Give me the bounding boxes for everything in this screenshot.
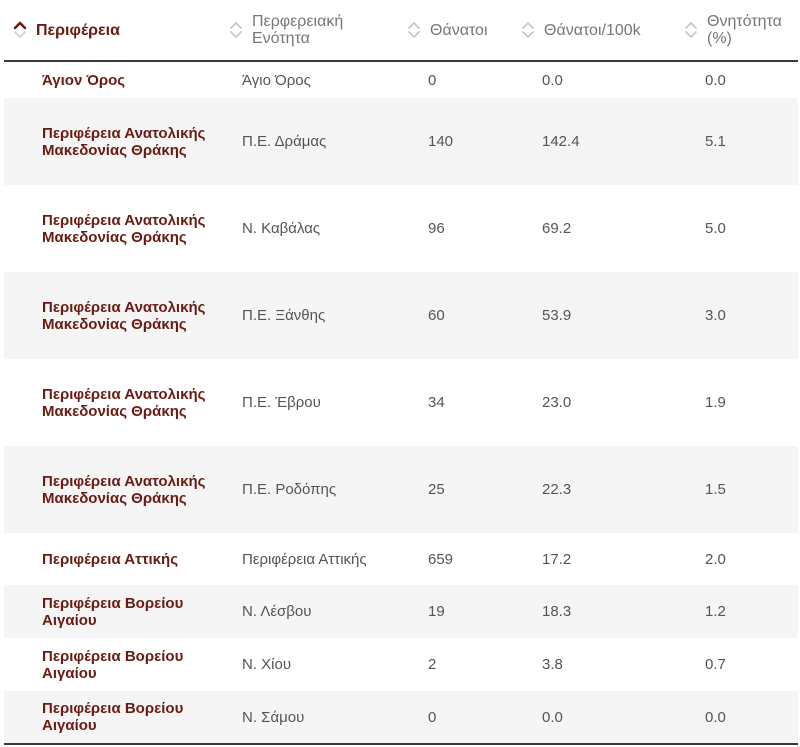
unit-cell: Ν. Λέσβου	[242, 603, 312, 620]
data-table-container: Περιφέρεια Περφερειακή Ενότητα	[4, 0, 798, 747]
table-row: Περιφέρεια Βορείου Αιγαίου Ν. Χίου 2 3.8…	[4, 638, 798, 691]
fatality-cell: 2.0	[705, 550, 726, 568]
deaths-per-100k-cell: 0.0	[512, 691, 675, 745]
unit-cell: Ν. Χίου	[242, 656, 292, 673]
column-header-label: Θάνατοι	[430, 21, 488, 39]
region-cell: Περιφέρεια Αττικής	[42, 550, 179, 568]
header-row: Περιφέρεια Περφερειακή Ενότητα	[4, 0, 798, 62]
sort-icon	[683, 21, 699, 39]
table-row: Περιφέρεια Αττικής Περιφέρεια Αττικής 65…	[4, 533, 798, 585]
deaths-per-100k-cell: 18.3	[542, 603, 572, 620]
fatality-cell: 0.0	[675, 691, 798, 745]
sort-icon	[228, 21, 244, 39]
table-row: Περιφέρεια Ανατολικής Μακεδονίας Θράκης …	[4, 98, 798, 185]
deaths-cell: 0	[428, 71, 437, 89]
unit-cell: Π.Ε. Έβρου	[242, 394, 321, 411]
fatality-cell: 3.0	[705, 307, 726, 324]
sort-ascending-icon	[12, 21, 28, 39]
table-header: Περιφέρεια Περφερειακή Ενότητα	[4, 0, 798, 62]
table-row: Περιφέρεια Βορείου Αιγαίου Ν. Λέσβου 19 …	[4, 585, 798, 638]
region-cell: Περιφέρεια Ανατολικής Μακεδονίας Θράκης	[42, 298, 206, 333]
fatality-cell: 5.1	[705, 133, 726, 150]
unit-cell: Ν. Καβάλας	[242, 220, 321, 237]
fatality-cell: 1.2	[705, 603, 726, 620]
fatality-cell: 5.0	[705, 220, 726, 237]
fatality-cell: 0.7	[705, 656, 726, 673]
fatality-cell: 1.5	[705, 481, 726, 498]
unit-cell: Π.Ε. Ξάνθης	[242, 307, 326, 324]
region-cell: Άγιον Όρος	[42, 71, 126, 89]
deaths-per-100k-cell: 53.9	[542, 307, 572, 324]
unit-cell: Ν. Σάμου	[220, 691, 398, 745]
deaths-cell: 96	[428, 220, 445, 237]
deaths-per-100k-cell: 17.2	[542, 550, 572, 568]
unit-cell: Π.Ε. Δράμας	[242, 133, 327, 150]
deaths-per-100k-cell: 3.8	[542, 656, 563, 673]
deaths-per-100k-cell: 69.2	[542, 220, 572, 237]
unit-cell: Άγιο Όρος	[242, 71, 311, 89]
table-row: Περιφέρεια Ανατολικής Μακεδονίας Θράκης …	[4, 359, 798, 446]
deaths-cell: 0	[398, 691, 512, 745]
table-row: Περιφέρεια Βορείου Αιγαίου Ν. Σάμου 0 0.…	[4, 691, 798, 745]
table-row: Άγιον Όρος Άγιο Όρος 0 0.0 0.0	[4, 61, 798, 98]
unit-cell: Περιφέρεια Αττικής	[242, 550, 367, 568]
region-cell: Περιφέρεια Ανατολικής Μακεδονίας Θράκης	[42, 472, 206, 507]
deaths-per-100k-cell: 22.3	[542, 481, 572, 498]
column-header-deaths-per-100k[interactable]: Θάνατοι/100k	[512, 0, 675, 62]
deaths-cell: 2	[428, 656, 437, 673]
region-cell: Περιφέρεια Βορείου Αιγαίου	[42, 647, 184, 682]
table-row: Περιφέρεια Ανατολικής Μακεδονίας Θράκης …	[4, 185, 798, 272]
column-header-region[interactable]: Περιφέρεια	[4, 0, 220, 62]
deaths-cell: 34	[428, 394, 445, 411]
region-cell: Περιφέρεια Βορείου Αιγαίου	[4, 691, 220, 745]
column-header-deaths[interactable]: Θάνατοι	[398, 0, 512, 62]
deaths-cell: 19	[428, 603, 445, 620]
column-header-label: Περφερειακή Ενότητα	[252, 13, 344, 47]
deaths-per-100k-cell: 142.4	[542, 133, 580, 150]
column-header-label: Θνητότητα (%)	[707, 13, 782, 47]
column-header-fatality[interactable]: Θνητότητα (%)	[675, 0, 798, 62]
region-cell: Περιφέρεια Ανατολικής Μακεδονίας Θράκης	[42, 385, 206, 420]
region-cell: Περιφέρεια Ανατολικής Μακεδονίας Θράκης	[42, 211, 206, 246]
sort-icon	[406, 21, 422, 39]
fatality-cell: 0.0	[705, 71, 726, 89]
deaths-cell: 140	[428, 133, 454, 150]
deaths-cell: 25	[428, 481, 445, 498]
deaths-cell: 60	[428, 307, 445, 324]
region-cell: Περιφέρεια Βορείου Αιγαίου	[42, 594, 184, 629]
table-row: Περιφέρεια Ανατολικής Μακεδονίας Θράκης …	[4, 272, 798, 359]
column-header-label: Θάνατοι/100k	[544, 21, 641, 39]
region-cell: Περιφέρεια Ανατολικής Μακεδονίας Θράκης	[42, 124, 206, 159]
unit-cell: Π.Ε. Ροδόπης	[242, 481, 337, 498]
table-row: Περιφέρεια Ανατολικής Μακεδονίας Θράκης …	[4, 446, 798, 533]
column-header-unit[interactable]: Περφερειακή Ενότητα	[220, 0, 398, 62]
deaths-per-100k-cell: 23.0	[542, 394, 572, 411]
fatality-cell: 1.9	[705, 394, 726, 411]
table-body: Άγιον Όρος Άγιο Όρος 0 0.0 0.0 Περιφέρει…	[4, 61, 798, 745]
deaths-table: Περιφέρεια Περφερειακή Ενότητα	[4, 0, 798, 745]
sort-icon	[520, 21, 536, 39]
column-header-label: Περιφέρεια	[36, 21, 120, 39]
deaths-cell: 659	[428, 550, 454, 568]
deaths-per-100k-cell: 0.0	[542, 71, 563, 89]
